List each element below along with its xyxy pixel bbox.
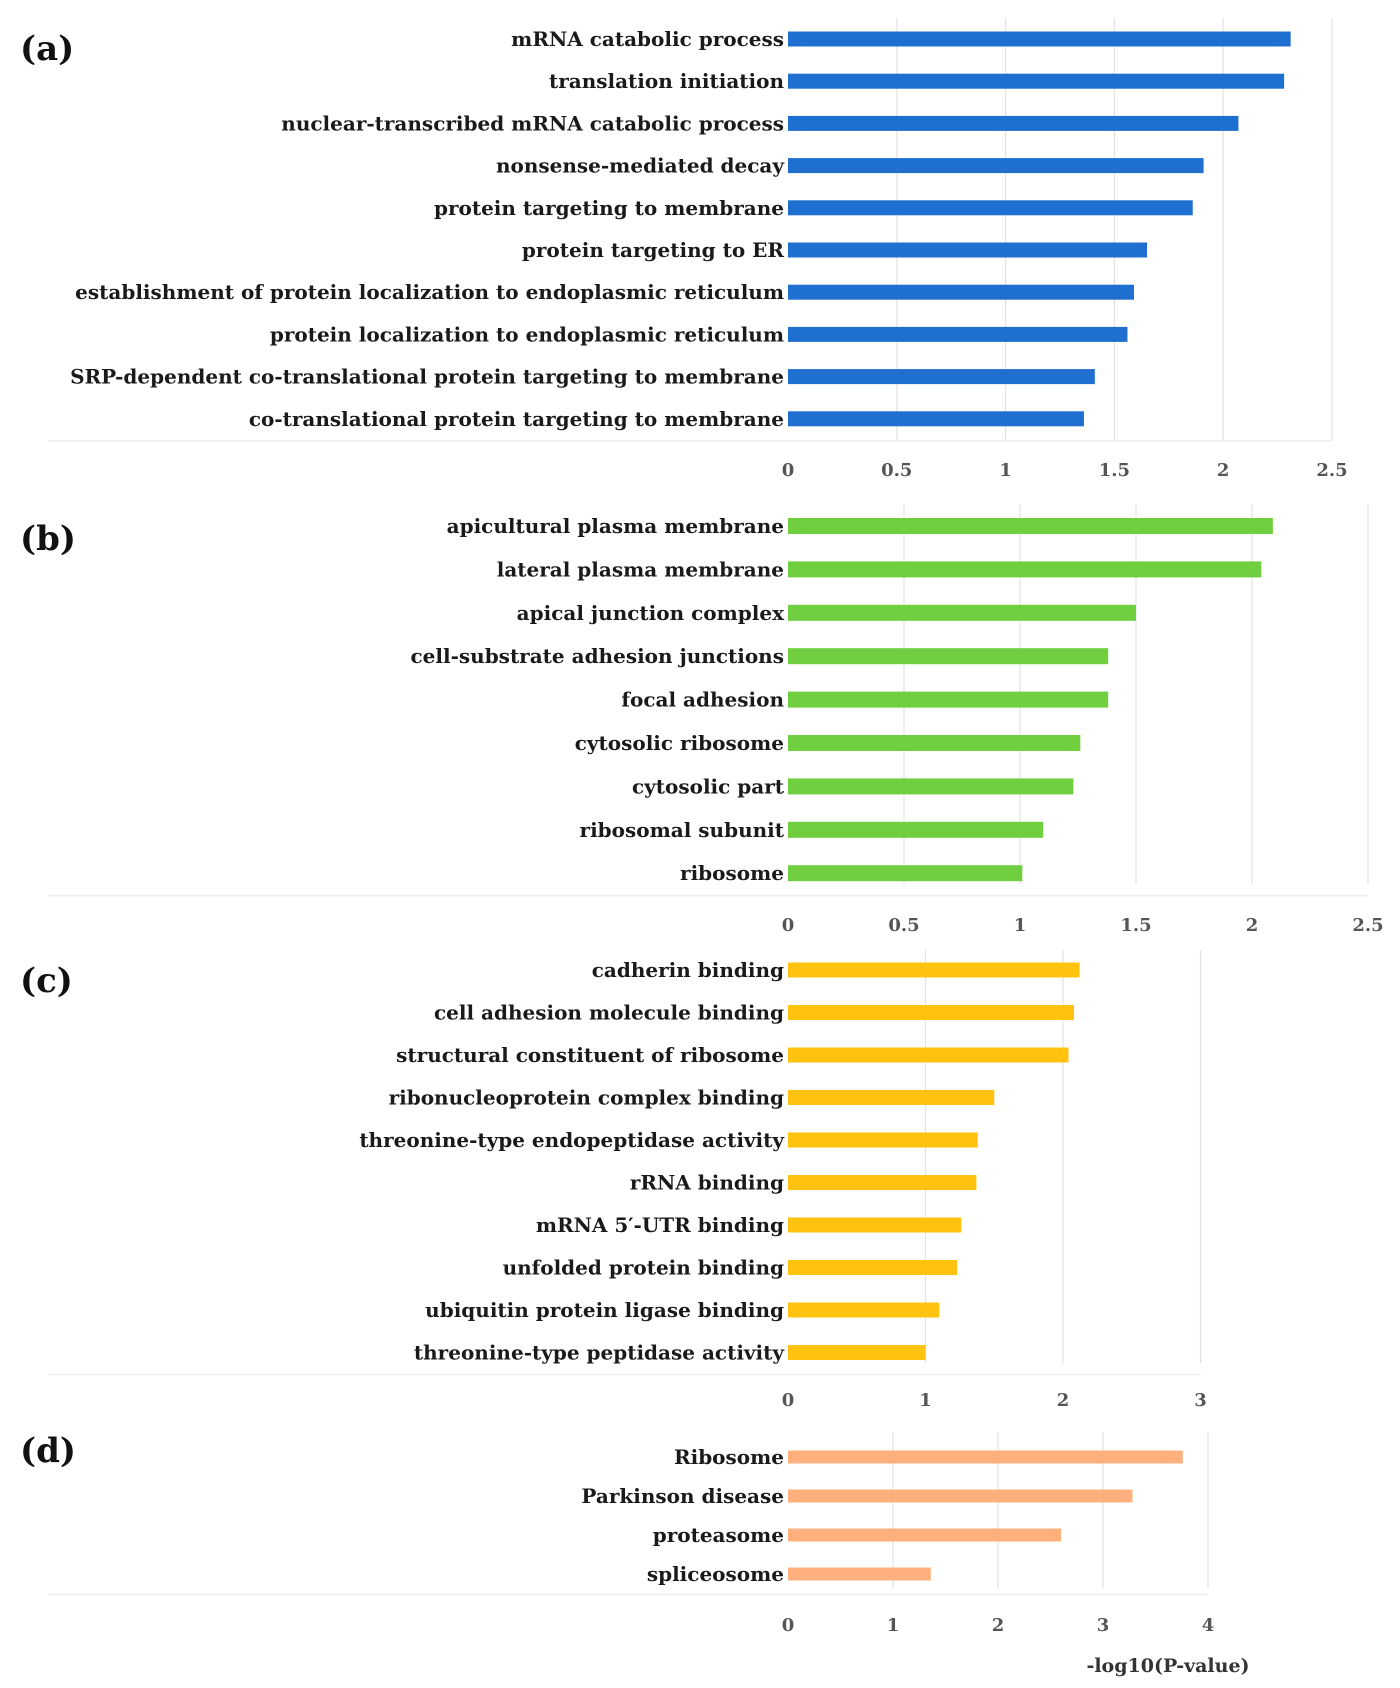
x-tick-label: 0	[782, 1615, 795, 1636]
category-label: Ribosome	[674, 1445, 784, 1469]
x-tick-label: 0	[782, 915, 795, 936]
bar	[788, 1450, 1183, 1464]
bar	[788, 1132, 978, 1148]
category-label: cytosolic part	[632, 774, 785, 798]
x-tick-label: 2	[1057, 1390, 1070, 1411]
x-tick-label: 2	[1217, 460, 1230, 481]
category-label: nonsense-mediated decay	[496, 154, 785, 178]
bar	[788, 284, 1134, 300]
bar	[788, 369, 1095, 385]
bar	[788, 1489, 1133, 1503]
bar	[788, 1090, 995, 1105]
chart-panel-d: (d) 0 1 2 3 4 Ribosome Parkinson disease proteas…	[20, 1431, 1250, 1677]
bar	[788, 1528, 1061, 1542]
category-label: SRP-dependent co-translational protein t…	[70, 365, 784, 389]
bar	[788, 1567, 931, 1581]
category-label: structural constituent of ribosome	[396, 1043, 784, 1067]
category-label: mRNA 5′-UTR binding	[536, 1213, 784, 1237]
category-label: spliceosome	[647, 1562, 784, 1586]
bar	[788, 1345, 926, 1360]
bar	[788, 1047, 1069, 1063]
x-tick-label: 0.5	[881, 460, 912, 481]
category-label: proteasome	[653, 1523, 784, 1547]
bar	[788, 865, 1023, 882]
category-label: co-translational protein targeting to me…	[249, 407, 784, 431]
x-tick-label: 1	[887, 1615, 900, 1636]
bar	[788, 604, 1136, 621]
category-label: nuclear-transcribed mRNA catabolic proce…	[281, 111, 784, 135]
bar	[788, 115, 1239, 131]
panel-label: (a)	[20, 29, 74, 69]
category-label: apical junction complex	[517, 601, 785, 625]
x-tick-label: 2.5	[1352, 915, 1383, 936]
x-tick-label: 0.5	[888, 915, 919, 936]
x-tick-label: 1	[1014, 915, 1027, 936]
bar	[788, 735, 1081, 751]
bar	[788, 73, 1285, 89]
bar	[788, 1005, 1074, 1020]
bar	[788, 1175, 977, 1190]
category-label: threonine-type endopeptidase activity	[359, 1128, 785, 1152]
category-label: protein localization to endoplasmic reti…	[270, 322, 784, 346]
bar	[788, 242, 1148, 258]
bar	[788, 778, 1074, 795]
category-label: Parkinson disease	[581, 1484, 784, 1508]
category-label: establishment of protein localization to…	[75, 280, 784, 304]
x-tick-label: 2	[992, 1615, 1005, 1636]
x-tick-label: 1	[999, 460, 1012, 481]
bar	[788, 158, 1204, 174]
x-tick-label: 1	[919, 1390, 932, 1411]
category-label: focal adhesion	[621, 688, 784, 712]
bar	[788, 561, 1262, 578]
bar	[788, 648, 1109, 665]
category-label: cadherin binding	[592, 958, 784, 982]
category-label: ubiquitin protein ligase binding	[425, 1298, 784, 1322]
bar	[788, 1302, 940, 1318]
x-axis-title: -log10(P-value)	[1086, 1655, 1249, 1677]
category-label: protein targeting to ER	[522, 238, 784, 262]
category-label: mRNA catabolic process	[511, 27, 784, 51]
chart-panel-c: (c) 0 1 2 3 cadherin binding cell adhesion mol…	[20, 950, 1207, 1411]
bar	[788, 411, 1084, 427]
panel-label: (d)	[20, 1431, 76, 1471]
bar	[788, 691, 1109, 708]
bar	[788, 518, 1273, 534]
bar	[788, 821, 1044, 838]
x-tick-label: 1.5	[1099, 460, 1130, 481]
x-tick-label: 3	[1194, 1390, 1207, 1411]
x-tick-label: 2.5	[1316, 460, 1347, 481]
category-label: translation initiation	[549, 69, 784, 93]
category-label: threonine-type peptidase activity	[414, 1341, 785, 1365]
chart-panel-a: (a) 0 0.5 1 1.5 2 2.5 mRNA catabolic process tra…	[20, 18, 1348, 481]
chart-panel-b: (b) 0 0.5 1 1.5 2 2.5 apicultural plasma membra…	[20, 504, 1384, 936]
x-tick-label: 0	[782, 460, 795, 481]
bar	[788, 1217, 962, 1233]
x-tick-label: 3	[1097, 1615, 1110, 1636]
bar	[788, 962, 1080, 978]
category-label: cell-substrate adhesion junctions	[411, 644, 785, 668]
x-tick-label: 2	[1246, 915, 1259, 936]
category-label: cytosolic ribosome	[575, 731, 784, 755]
category-label: lateral plasma membrane	[497, 557, 784, 581]
bar	[788, 200, 1193, 216]
x-tick-label: 0	[782, 1390, 795, 1411]
panel-label: (b)	[20, 519, 76, 559]
category-label: ribosome	[680, 861, 784, 885]
category-label: cell adhesion molecule binding	[434, 1001, 784, 1025]
category-label: ribonucleoprotein complex binding	[389, 1086, 784, 1110]
category-label: ribosomal subunit	[580, 818, 785, 842]
bar	[788, 326, 1128, 342]
category-label: rRNA binding	[630, 1171, 784, 1195]
bar	[788, 1260, 958, 1275]
category-label: unfolded protein binding	[503, 1256, 784, 1280]
category-label: apicultural plasma membrane	[447, 514, 784, 538]
panel-label: (c)	[20, 961, 73, 1001]
category-label: protein targeting to membrane	[434, 196, 784, 220]
bar	[788, 31, 1291, 47]
x-tick-label: 4	[1202, 1615, 1215, 1636]
x-tick-label: 1.5	[1120, 915, 1151, 936]
